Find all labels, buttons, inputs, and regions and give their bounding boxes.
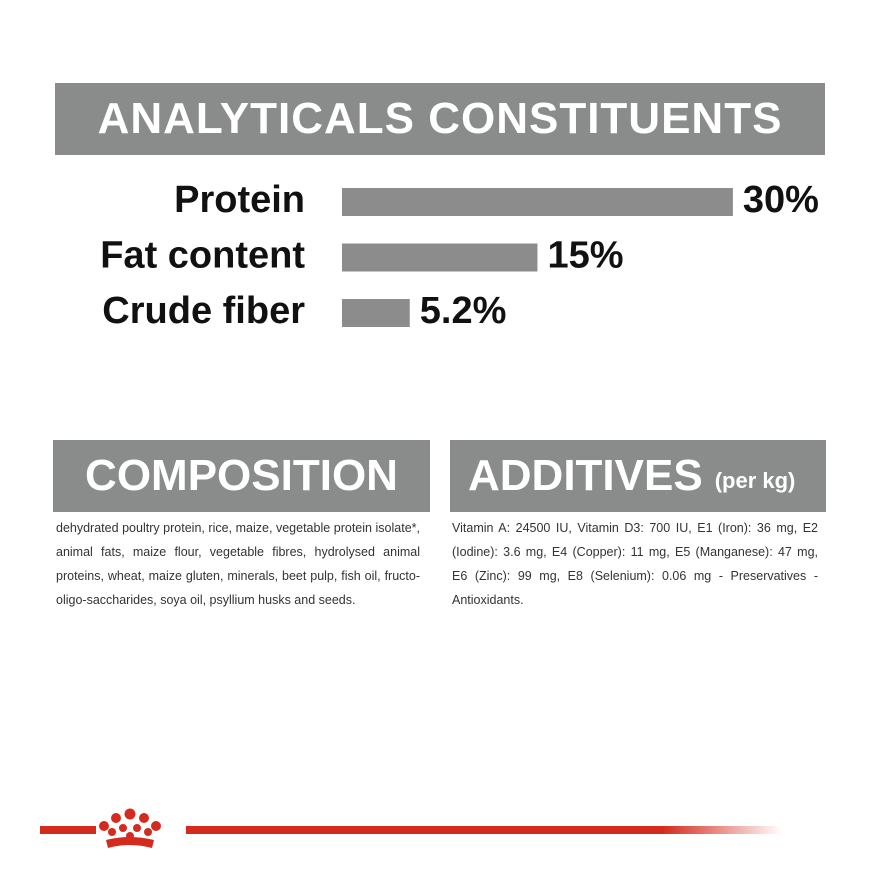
bar xyxy=(342,243,538,272)
additives-title: ADDITIVES xyxy=(468,451,703,500)
bar xyxy=(342,299,410,327)
composition-title: COMPOSITION xyxy=(85,451,398,500)
category-label: Fat content xyxy=(100,235,305,277)
value-label: 15% xyxy=(547,235,623,277)
additives-text: Vitamin A: 24500 IU, Vitamin D3: 700 IU,… xyxy=(452,521,818,607)
section-header: ADDITIVES (per kg) xyxy=(450,440,826,512)
value-label: 5.2% xyxy=(420,290,507,332)
header-title: ANALYTICALS CONSTITUENTS xyxy=(97,94,783,143)
footer-logo xyxy=(40,808,782,848)
additives-subtitle: (per kg) xyxy=(714,468,796,493)
chart: Protein 30% Fat content 15% Crude fiber 5.2% xyxy=(100,179,819,332)
category-label: Protein xyxy=(174,179,305,221)
bar xyxy=(342,188,733,216)
value-label: 30% xyxy=(743,179,819,221)
section-header: COMPOSITION xyxy=(53,440,430,512)
composition-text: dehydrated poultry protein, rice, maize,… xyxy=(56,521,420,607)
section-header: ANALYTICALS CONSTITUENTS xyxy=(55,83,825,155)
category-label: Crude fiber xyxy=(102,290,305,332)
